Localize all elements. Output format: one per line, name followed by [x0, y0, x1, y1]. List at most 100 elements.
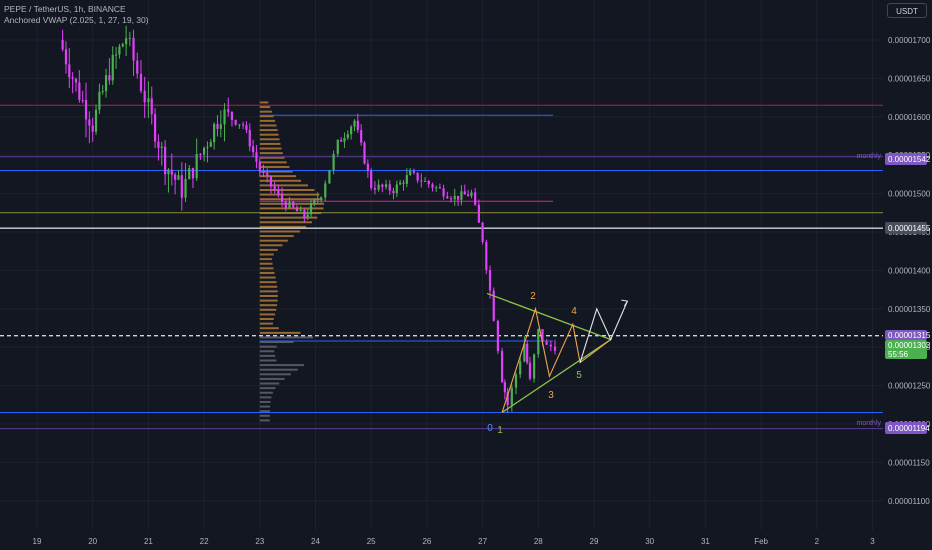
volume-profile-bar: [259, 106, 271, 109]
level-label-monthly: monthly: [856, 420, 881, 427]
candle-body: [306, 214, 309, 218]
volume-profile-bar: [259, 184, 309, 187]
candle-body: [328, 170, 331, 184]
volume-profile-bar: [259, 405, 271, 408]
candle-body: [153, 114, 157, 142]
indicator-title[interactable]: Anchored VWAP (2.025, 1, 27, 19, 30): [4, 15, 149, 25]
candle-body: [266, 173, 269, 177]
candle-body: [245, 125, 248, 130]
candle-body: [255, 152, 258, 162]
volume-profile-bar: [259, 207, 324, 210]
price-tick-label: 0.00001650: [888, 74, 931, 83]
candle-body: [324, 183, 327, 198]
volume-profile-bar: [259, 331, 301, 334]
date-tick-label: 29: [590, 537, 599, 546]
volume-profile-bar: [259, 193, 320, 196]
price-tick-label: 0.00001350: [888, 305, 931, 314]
candle-body: [474, 192, 477, 205]
candle-body: [395, 184, 398, 194]
candle-body: [340, 139, 343, 142]
date-tick-label: 2: [815, 537, 820, 546]
price-tick-label: 0.00001700: [888, 36, 931, 45]
candle-body: [295, 207, 299, 212]
candle-body: [188, 168, 191, 180]
volume-profile-bar: [259, 414, 270, 417]
candle-body: [332, 153, 335, 171]
date-tick-label: 30: [645, 537, 654, 546]
currency-selector[interactable]: USDT: [887, 3, 927, 18]
candle-body: [442, 188, 445, 197]
volume-profile-bar: [259, 101, 269, 104]
volume-profile-bar: [259, 285, 278, 288]
volume-profile-bar: [259, 124, 277, 127]
price-tick-label: 0.00001600: [888, 113, 931, 122]
candle-body: [446, 196, 449, 199]
candle-body: [248, 129, 251, 147]
candle-body: [108, 75, 111, 81]
candle-body: [277, 190, 280, 194]
date-tick-label: 3: [870, 537, 875, 546]
candle-body: [132, 37, 135, 61]
candle-body: [388, 184, 391, 191]
candle-body: [68, 64, 71, 78]
projection-path[interactable]: [579, 300, 628, 363]
volume-profile-bar: [259, 327, 279, 330]
candle-body: [81, 99, 84, 101]
candle-body: [121, 44, 124, 47]
candle-body: [88, 119, 91, 126]
candle-body: [526, 343, 529, 363]
candle-body: [199, 153, 202, 155]
candle-body: [467, 194, 470, 197]
price-tag-label: 0.00001302: [888, 341, 931, 350]
candle-body: [209, 142, 212, 147]
candle-body: [503, 382, 506, 393]
price-tag[interactable]: [885, 153, 927, 165]
candle-body: [234, 120, 237, 125]
candle-body: [346, 134, 349, 138]
volume-profile-bar: [259, 225, 307, 228]
candle-body: [423, 181, 427, 183]
price-tag[interactable]: [885, 330, 927, 340]
candle-body: [284, 201, 287, 208]
candle-body: [213, 123, 216, 143]
candle-body: [373, 187, 377, 190]
candle-body: [206, 146, 209, 148]
volume-profile-bar: [259, 244, 283, 247]
volume-profile-bar: [259, 290, 278, 293]
candle-body: [84, 100, 88, 120]
volume-profile-bar: [259, 133, 279, 136]
wave-path[interactable]: [501, 306, 612, 413]
price-tick-label: 0.00001150: [888, 458, 930, 467]
wave-label-3: 3: [548, 390, 554, 401]
volume-profile-bar: [259, 110, 272, 113]
price-tag[interactable]: [885, 340, 927, 350]
volume-profile-bar: [259, 165, 290, 168]
candle-body: [262, 171, 265, 174]
symbol-title[interactable]: PEPE / TetherUS, 1h, BINANCE: [4, 4, 126, 14]
candle-body: [147, 98, 150, 103]
volume-profile-bar: [259, 322, 273, 325]
candle-body: [143, 90, 146, 103]
wave-label-4: 4: [571, 306, 577, 317]
candle-body: [195, 153, 198, 179]
candle-body: [402, 182, 405, 184]
date-tick-label: 26: [422, 537, 431, 546]
volume-profile-bar: [259, 281, 277, 284]
price-tag-label: 0.00001542: [888, 155, 931, 164]
volume-profile-bar: [259, 391, 273, 394]
price-tag[interactable]: [885, 422, 927, 434]
volume-profile-bar: [259, 119, 276, 122]
candle-body: [98, 91, 101, 110]
candle-body: [384, 184, 388, 188]
candle-body: [336, 139, 339, 154]
volume-profile-bar: [259, 276, 276, 279]
price-tick-label: 0.00001500: [888, 190, 931, 199]
date-tick-label: 22: [200, 537, 209, 546]
price-tick-label: 0.00001250: [888, 382, 931, 391]
price-tag[interactable]: [885, 222, 927, 234]
volume-profile-bar: [259, 368, 298, 371]
candle-body: [216, 123, 219, 129]
price-tag[interactable]: [885, 349, 927, 359]
